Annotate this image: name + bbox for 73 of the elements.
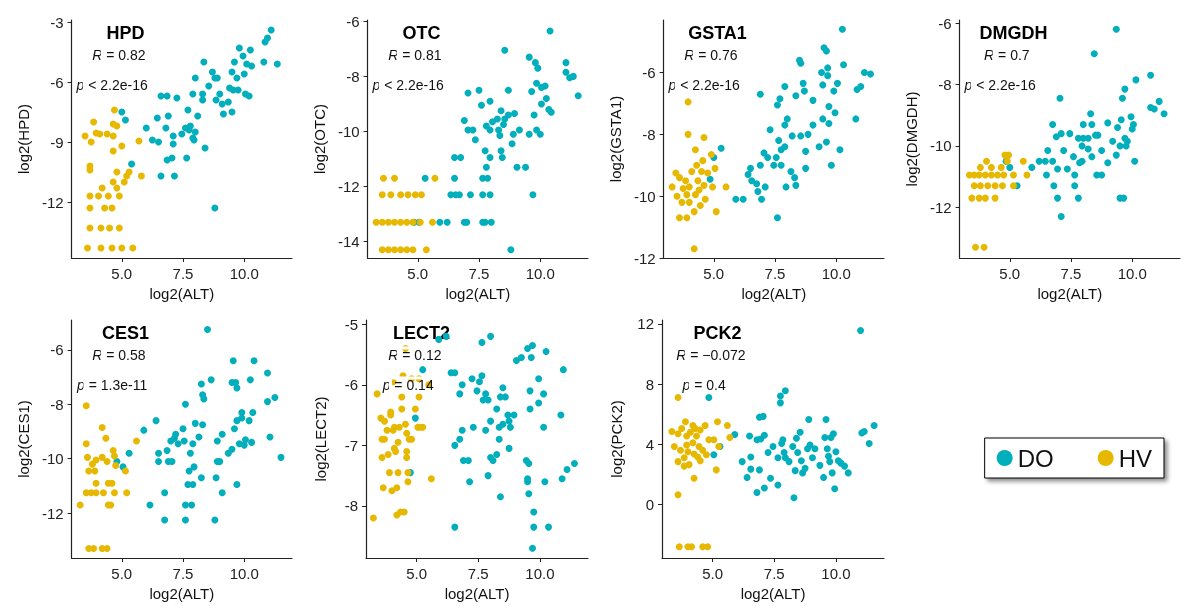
x-axis-title: log2(ALT): [1037, 285, 1103, 302]
x-tick-label: 10.0: [229, 265, 259, 282]
y-tick-label: -9: [50, 133, 64, 151]
y-tick-label: -12: [633, 249, 656, 267]
x-tick-label: 7.5: [1060, 265, 1082, 282]
x-axis-title: log2(ALT): [740, 585, 806, 602]
y-tick-label: -10: [929, 137, 952, 155]
x-axis-title: log2(ALT): [444, 585, 510, 602]
chart-title: GSTA1: [688, 23, 747, 43]
y-axis-title: log2(PCK2): [608, 400, 625, 478]
x-tick-label: 7.5: [468, 265, 490, 282]
x-tick-label: 10.0: [821, 265, 851, 282]
y-axis-title: log2(OTC): [311, 103, 328, 175]
x-axis-title: log2(ALT): [445, 285, 511, 302]
x-axis-title: log2(ALT): [149, 285, 215, 302]
x-tick-label: 5.0: [111, 265, 133, 282]
y-axis-title: log2(DMGDH): [903, 91, 920, 187]
x-tick-label: 5.0: [702, 565, 723, 582]
annotation: p = 1.3e-11: [76, 377, 148, 393]
x-tick-label: 10.0: [525, 265, 555, 282]
y-tick-label: -10: [41, 450, 64, 468]
y-tick-label: -3: [50, 13, 64, 31]
x-tick-label: 5.0: [999, 265, 1021, 282]
y-tick-label: -7: [344, 436, 358, 454]
x-axis-title: log2(ALT): [741, 285, 807, 302]
chart-title: HPD: [106, 23, 145, 43]
y-tick-label: -10: [337, 122, 360, 140]
y-tick-label: -6: [50, 73, 64, 91]
y-tick-label: -6: [938, 14, 952, 32]
y-tick-label: -12: [41, 504, 64, 522]
y-tick-label: -14: [337, 232, 360, 250]
legend-label: HV: [1118, 444, 1152, 472]
y-tick-label: 8: [645, 375, 654, 393]
y-tick-label: -6: [642, 64, 656, 82]
y-axis-title: log2(LECT2): [312, 396, 329, 482]
y-tick-label: -12: [929, 198, 952, 216]
y-tick-label: -6: [344, 376, 358, 394]
legend-label: DO: [1017, 444, 1054, 472]
y-axis-title: log2(GSTA1): [607, 95, 624, 183]
y-tick-label: 0: [645, 496, 654, 514]
chart-title: CES1: [101, 323, 150, 343]
x-tick-label: 5.0: [703, 265, 725, 282]
x-tick-label: 5.0: [406, 565, 427, 582]
y-tick-label: 12: [637, 315, 654, 333]
y-tick-label: -6: [50, 341, 64, 359]
x-tick-label: 5.0: [407, 265, 429, 282]
chart-title: OTC: [402, 23, 441, 43]
y-tick-label: -10: [633, 187, 656, 205]
x-axis-title: log2(ALT): [149, 585, 215, 602]
y-tick-label: -5: [344, 315, 358, 333]
x-tick-label: 10.0: [229, 565, 259, 582]
x-tick-label: 10.0: [525, 565, 555, 582]
y-tick-label: -6: [346, 12, 360, 30]
chart-title: DMGDH: [979, 23, 1048, 43]
y-tick-label: -8: [344, 497, 358, 515]
y-tick-label: 4: [645, 435, 654, 453]
x-tick-label: 10.0: [821, 565, 851, 582]
y-axis-title: log2(HPD): [15, 103, 32, 175]
y-axis-title: log2(CES1): [15, 400, 32, 478]
x-tick-label: 7.5: [764, 265, 786, 282]
y-tick-label: -8: [938, 75, 952, 93]
x-tick-label: 10.0: [1117, 265, 1147, 282]
y-tick-label: -12: [41, 193, 64, 211]
y-tick-label: -12: [337, 177, 360, 195]
y-tick-label: -8: [346, 67, 360, 85]
x-tick-label: 7.5: [172, 265, 194, 282]
y-tick-label: -8: [642, 125, 656, 143]
x-tick-label: 7.5: [172, 565, 194, 582]
x-tick-label: 7.5: [467, 565, 489, 582]
y-tick-label: -8: [50, 395, 64, 413]
x-tick-label: 5.0: [111, 565, 133, 582]
chart-title: PCK2: [693, 323, 742, 343]
x-tick-label: 7.5: [763, 565, 785, 582]
